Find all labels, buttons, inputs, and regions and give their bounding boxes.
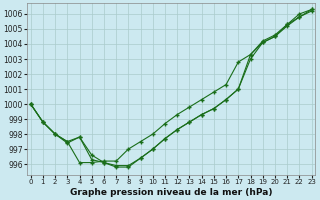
X-axis label: Graphe pression niveau de la mer (hPa): Graphe pression niveau de la mer (hPa) bbox=[70, 188, 272, 197]
